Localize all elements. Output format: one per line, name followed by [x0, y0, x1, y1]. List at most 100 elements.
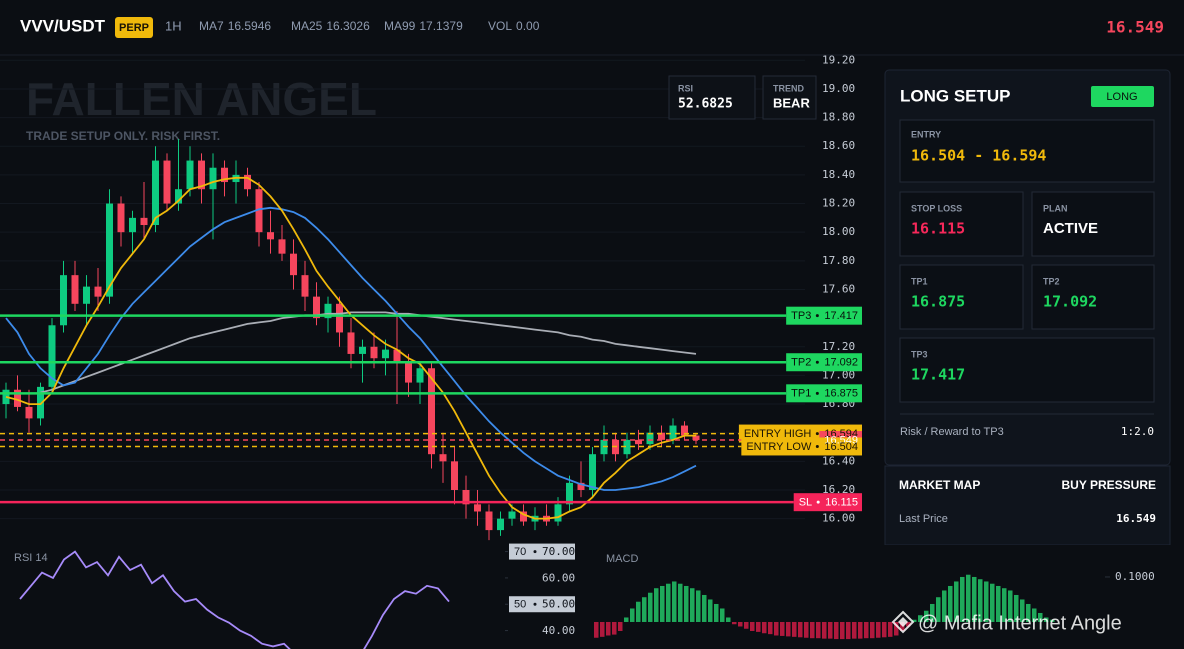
- candle-body: [290, 253, 297, 276]
- level-box: [509, 543, 575, 560]
- interval[interactable]: 1H: [165, 18, 182, 33]
- credit-diamond-inner: [898, 617, 908, 627]
- tp-label: TP3: [911, 349, 928, 359]
- candle-body: [669, 425, 677, 440]
- credit-diamond: [891, 610, 915, 634]
- candle-body: [2, 389, 10, 405]
- y-tick-label: 18.00: [822, 225, 855, 238]
- macd-bar: [786, 621, 791, 637]
- macd-bar: [732, 621, 737, 625]
- watermark-title: FALLEN ANGEL: [26, 73, 377, 125]
- market-row-value: 16.549: [1116, 512, 1156, 525]
- plan-label: PLAN: [1043, 203, 1068, 213]
- candle-body: [117, 203, 125, 233]
- level-sep: [815, 314, 819, 318]
- tp-label: TP1: [911, 276, 928, 286]
- level-label: 70: [514, 546, 526, 558]
- candle-body: [497, 518, 504, 531]
- macd-bar: [606, 621, 611, 636]
- y-tick-label: 17.80: [822, 254, 855, 267]
- level-sep: [815, 360, 819, 364]
- macd-bar: [1038, 612, 1043, 622]
- macd-bar: [702, 594, 707, 622]
- macd-bar: [762, 621, 767, 634]
- level-name: SL: [799, 497, 812, 509]
- level-sep: [815, 432, 819, 436]
- macd-bar: [810, 621, 815, 639]
- candle-body: [163, 160, 171, 204]
- macd-bar: [930, 603, 935, 622]
- rsi-plot: [19, 550, 450, 649]
- macd-bar: [738, 621, 743, 627]
- candle-body: [623, 439, 631, 455]
- tp-box: [1031, 264, 1155, 330]
- candle-body: [485, 511, 493, 531]
- candle-body: [658, 432, 665, 440]
- level-sep: [533, 550, 537, 554]
- macd-plot: [594, 574, 1055, 640]
- macd-bar: [756, 621, 761, 632]
- y-tick-label: 17.00: [822, 368, 855, 381]
- macd-bar: [840, 621, 845, 640]
- level-value: 16.504: [824, 441, 858, 453]
- stat-label: TREND: [773, 83, 804, 93]
- macd-bar: [1020, 599, 1025, 622]
- tp-box: [899, 337, 1155, 403]
- macd-bar: [792, 621, 797, 637]
- macd-bar: [708, 599, 713, 622]
- candle-body: [94, 286, 102, 297]
- macd-bar: [900, 621, 905, 631]
- candle-body: [370, 346, 378, 359]
- macd-bar: [828, 621, 833, 639]
- macd-bar: [750, 621, 755, 631]
- y-tick-label: 40.00: [542, 624, 575, 637]
- rsi-panel: [0, 545, 590, 649]
- entry-label: ENTRY: [911, 129, 941, 139]
- macd-bar: [990, 583, 995, 622]
- indicator-value: 0.00: [516, 19, 540, 33]
- candle-body: [301, 275, 309, 297]
- macd-bar: [1014, 594, 1019, 622]
- macd-bar: [816, 621, 821, 639]
- y-tick-label: 18.20: [822, 197, 855, 210]
- candle-body: [577, 482, 585, 491]
- level-label-bg: [741, 437, 862, 456]
- level-label-bg: [786, 306, 862, 325]
- macd-bar: [720, 608, 725, 622]
- macd-bar: [924, 610, 929, 622]
- macd-bar: [624, 617, 629, 622]
- levels: TP3 17.417 TP2 17.092 TP1 16.875 ENTRY HIGH 16.…: [0, 306, 862, 512]
- macd-bar: [660, 585, 665, 622]
- level-value: 16.549: [824, 434, 858, 446]
- rsi-title: RSI 14: [14, 552, 48, 564]
- macd-bar: [906, 621, 911, 627]
- macd-bar: [918, 615, 923, 622]
- y-tick-label: 19.00: [822, 82, 855, 95]
- macd-bar: [744, 621, 749, 629]
- candle-body: [48, 325, 56, 387]
- candle-body: [336, 303, 343, 333]
- level-sep: [816, 500, 820, 504]
- rr-label: Risk / Reward to TP3: [900, 426, 1004, 438]
- macd-bar: [966, 574, 971, 622]
- candle-body: [37, 386, 44, 419]
- candle-body: [267, 232, 274, 240]
- lower-axes: 70 50 70.00 60.00 50.00 40.00 0.1000: [505, 543, 1155, 637]
- candle-body: [646, 432, 654, 445]
- watermark-subtitle: TRADE SETUP ONLY. RISK FIRST.: [26, 129, 220, 143]
- setup-badge: LONG: [1106, 91, 1137, 103]
- indicator: MA25 16.3026: [291, 19, 370, 33]
- candle-body: [474, 504, 481, 512]
- rr-value: 1:2.0: [1121, 425, 1154, 438]
- macd-bar: [696, 590, 701, 622]
- macd-bar: [774, 621, 779, 636]
- y-tick-label: 18.40: [822, 168, 855, 181]
- macd-bar: [804, 621, 809, 638]
- macd-bar: [1032, 608, 1037, 622]
- plan-value: ACTIVE: [1043, 220, 1098, 237]
- plan-box: [1031, 191, 1155, 257]
- macd-bar: [672, 581, 677, 622]
- macd-bar: [594, 621, 599, 638]
